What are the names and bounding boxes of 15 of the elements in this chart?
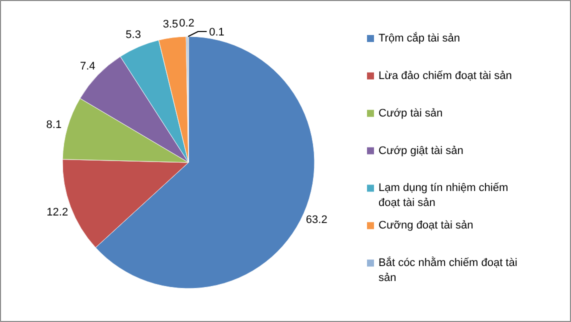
legend-label: Lừa đảo chiếm đoạt tài sản (378, 70, 512, 82)
legend-label: Cưỡng đoạt tài sản (378, 220, 474, 232)
data-label: 8.1 (46, 118, 62, 131)
data-label: 12.2 (46, 206, 68, 219)
data-label: 0.1 (209, 26, 224, 38)
data-label: 0.2 (179, 18, 194, 30)
legend-label: Bắt cóc nhằm chiếm đoạt tài sản (378, 256, 518, 284)
data-label: 3.5 (162, 18, 178, 31)
data-label: 5.3 (126, 28, 141, 41)
data-label: 7.4 (80, 60, 96, 72)
legend-label: Trộm cắp tài sản (378, 32, 460, 44)
legend-label: Cướp tài sản (378, 107, 443, 120)
data-label: 63.2 (306, 214, 328, 226)
legend-label: Cướp giật tài sản (378, 144, 464, 157)
legend-label: Lạm dụng tín nhiệm chiếm đoạt tài sản (378, 182, 508, 210)
